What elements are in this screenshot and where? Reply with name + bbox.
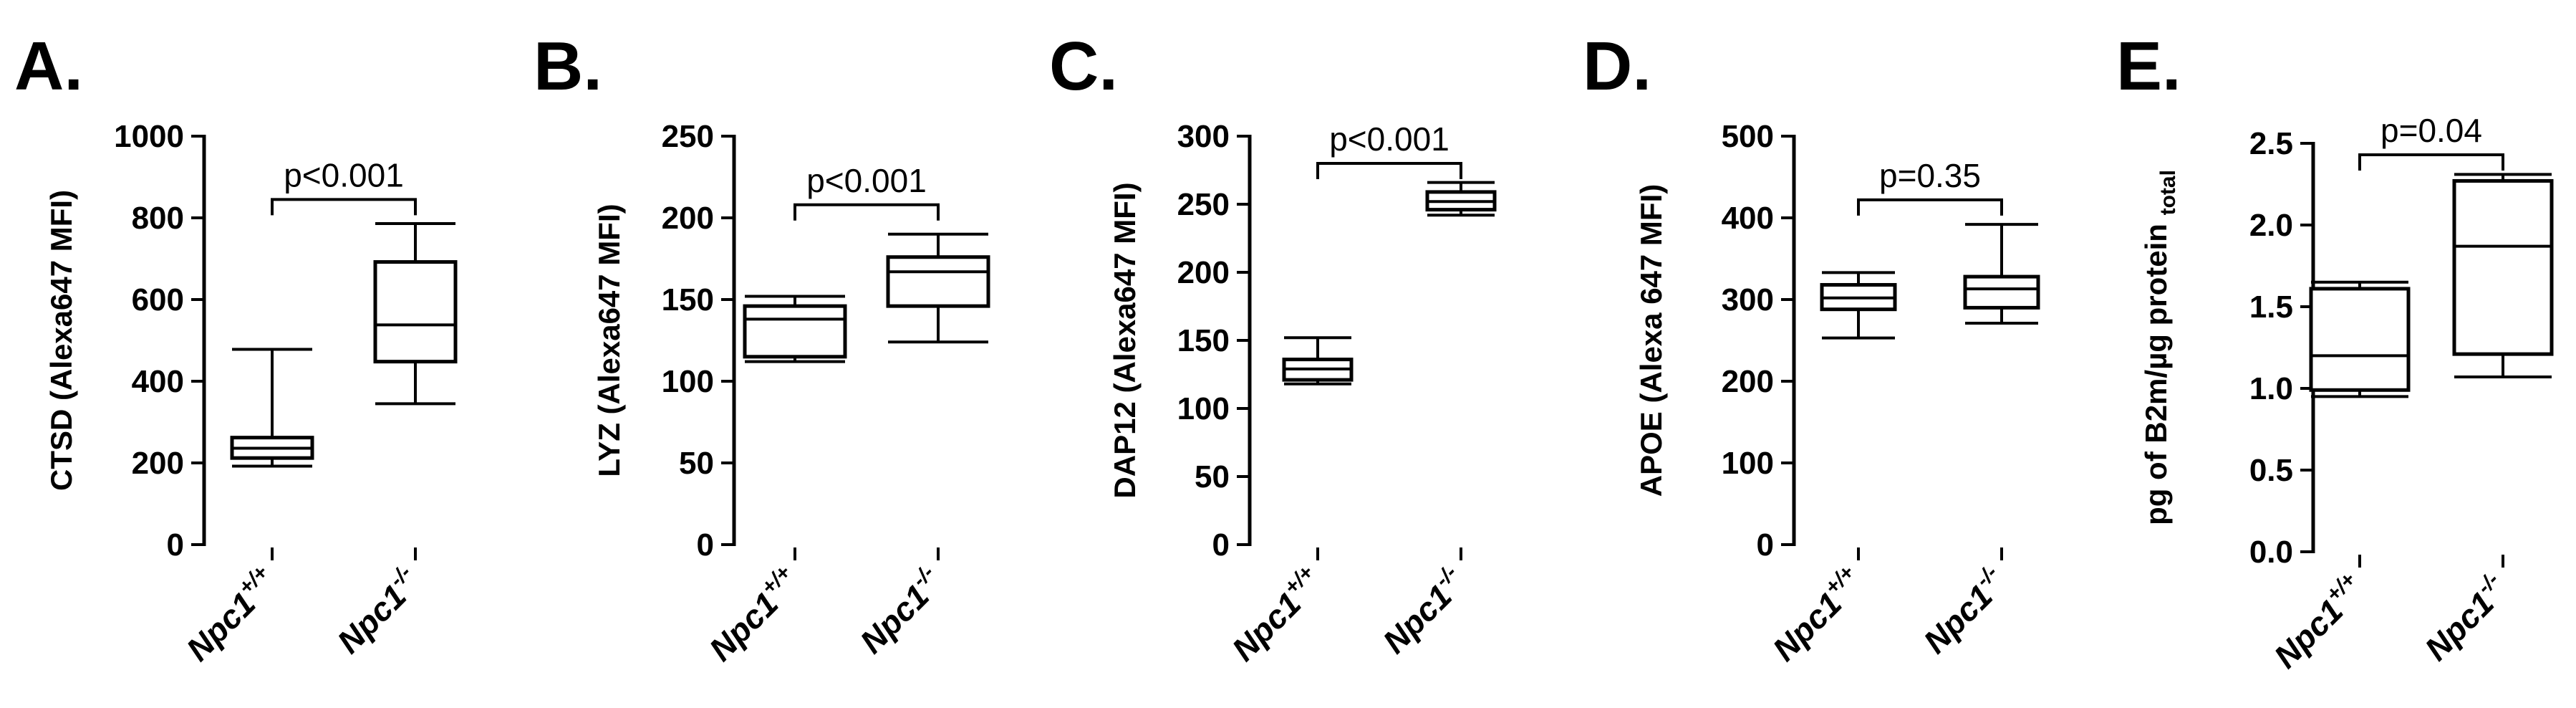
y-tick-label: 400 bbox=[132, 364, 184, 399]
box-knockout bbox=[2452, 173, 2554, 379]
y-tick-label: 50 bbox=[679, 446, 714, 481]
x-category-label: Npc1+/+ bbox=[1222, 560, 1330, 668]
y-tick-label: 0 bbox=[1757, 527, 1774, 563]
box-wildtype bbox=[230, 348, 314, 468]
p-value-label: p<0.001 bbox=[806, 162, 927, 199]
box-iqr bbox=[743, 304, 847, 359]
y-tick-label: 50 bbox=[1195, 459, 1230, 494]
box-knockout bbox=[1425, 181, 1497, 217]
box-wildtype bbox=[2309, 280, 2411, 398]
panel-1: A. CTSD (Alexa647 MFI) 0 200 400 600 800 1000 Np… bbox=[14, 28, 458, 668]
x-category-label: Npc1+/+ bbox=[177, 560, 284, 668]
y-tick-label: 0 bbox=[167, 527, 184, 563]
y-tick-label: 2.5 bbox=[2249, 126, 2293, 161]
significance-bracket bbox=[1316, 162, 1462, 179]
y-tick-label: 0.5 bbox=[2249, 453, 2293, 488]
x-category-label: Npc1-/- bbox=[328, 560, 428, 660]
y-tick-label: 1000 bbox=[114, 119, 184, 154]
y-tick-label: 200 bbox=[1722, 364, 1774, 399]
panel-4: D. APOE (Alexa 647 MFI) 0 100 200 300 400 500 Np… bbox=[1583, 28, 2040, 668]
box-knockout bbox=[1963, 223, 2040, 325]
y-tick-label: 600 bbox=[132, 282, 184, 317]
y-axis-label: CTSD (Alexa647 MFI) bbox=[44, 190, 78, 491]
significance-bracket bbox=[271, 198, 417, 216]
x-category-label: Npc1-/- bbox=[2416, 568, 2515, 667]
box-wildtype bbox=[743, 295, 847, 363]
y-tick-label: 800 bbox=[132, 201, 184, 236]
significance-bracket bbox=[1857, 198, 2003, 216]
y-axis-label: LYZ (Alexa647 MFI) bbox=[592, 204, 626, 477]
panel-letter: E. bbox=[2116, 28, 2181, 105]
box-knockout bbox=[886, 232, 990, 344]
panel-letter: C. bbox=[1049, 28, 1118, 105]
y-tick-label: 100 bbox=[1722, 446, 1774, 481]
y-tick-label: 0 bbox=[697, 527, 714, 563]
y-tick-label: 100 bbox=[1177, 391, 1230, 426]
y-tick-label: 250 bbox=[662, 119, 714, 154]
x-category-label: Npc1+/+ bbox=[2264, 568, 2372, 675]
y-tick-label: 0 bbox=[1212, 527, 1230, 563]
y-tick-label: 150 bbox=[662, 282, 714, 317]
p-value-label: p=0.35 bbox=[1879, 157, 1981, 194]
box-iqr bbox=[1963, 274, 2040, 310]
x-category-label: Npc1+/+ bbox=[1763, 560, 1871, 668]
panel-letter: D. bbox=[1583, 28, 1651, 105]
box-iqr bbox=[2309, 287, 2411, 392]
p-value-label: p<0.001 bbox=[284, 156, 404, 193]
panel-letter: B. bbox=[534, 28, 602, 105]
p-value-label: p=0.04 bbox=[2380, 112, 2482, 149]
y-tick-label: 1.0 bbox=[2249, 371, 2293, 406]
p-value-label: p<0.001 bbox=[1329, 120, 1449, 158]
y-tick-label: 1.5 bbox=[2249, 290, 2293, 325]
y-axis-label: pg of B2m/µg protein total bbox=[2139, 170, 2180, 525]
box-knockout bbox=[373, 221, 458, 406]
box-iqr bbox=[886, 255, 990, 308]
box-iqr bbox=[373, 260, 458, 364]
x-category-label: Npc1-/- bbox=[851, 560, 950, 660]
y-tick-label: 200 bbox=[662, 201, 714, 236]
y-axis-label: APOE (Alexa 647 MFI) bbox=[1634, 184, 1668, 497]
y-tick-label: 500 bbox=[1722, 119, 1774, 154]
y-tick-label: 400 bbox=[1722, 201, 1774, 236]
y-tick-label: 200 bbox=[132, 446, 184, 481]
panel-3: C. DAP12 (Alexa647 MFI) 0 50 100 150 200 250 300… bbox=[1049, 28, 1497, 668]
y-tick-label: 0.0 bbox=[2249, 535, 2293, 570]
y-tick-label: 2.0 bbox=[2249, 208, 2293, 243]
panel-2: B. LYZ (Alexa647 MFI) 0 50 100 150 200 250 Npc1+… bbox=[534, 28, 990, 668]
y-tick-label: 300 bbox=[1722, 282, 1774, 317]
x-category-label: Npc1+/+ bbox=[700, 560, 807, 668]
y-tick-label: 300 bbox=[1177, 119, 1230, 154]
y-tick-label: 250 bbox=[1177, 187, 1230, 222]
significance-bracket bbox=[2358, 153, 2504, 171]
y-axis-label-main: pg of B2m/µg protein bbox=[2139, 215, 2173, 525]
x-category-label: Npc1-/- bbox=[1914, 560, 2014, 660]
x-category-label: Npc1-/- bbox=[1374, 560, 1473, 660]
panel-letter: A. bbox=[14, 28, 83, 105]
y-tick-label: 100 bbox=[662, 364, 714, 399]
box-wildtype bbox=[1282, 336, 1354, 386]
y-axis-label: DAP12 (Alexa647 MFI) bbox=[1108, 182, 1142, 498]
panel-5: E. pg of B2m/µg protein total 0.0 0.5 1.0 1.5… bbox=[2116, 28, 2554, 675]
y-axis-label-subscript: total bbox=[2156, 170, 2180, 215]
y-tick-label: 150 bbox=[1177, 323, 1230, 358]
significance-bracket bbox=[793, 203, 940, 221]
y-tick-label: 200 bbox=[1177, 255, 1230, 290]
box-iqr bbox=[2452, 178, 2554, 356]
box-wildtype bbox=[1820, 271, 1897, 340]
